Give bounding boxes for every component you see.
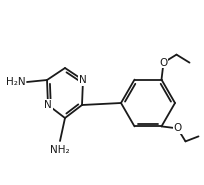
Text: H₂N: H₂N	[6, 77, 26, 87]
Text: O: O	[173, 123, 182, 133]
Text: N: N	[44, 100, 52, 110]
Text: O: O	[159, 58, 168, 68]
Text: NH₂: NH₂	[50, 145, 70, 155]
Text: N: N	[79, 75, 87, 85]
